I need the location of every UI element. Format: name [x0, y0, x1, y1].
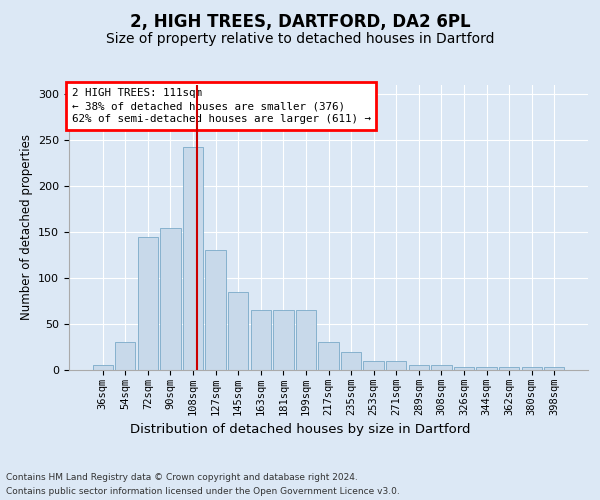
Bar — [521, 367, 542, 370]
Bar — [296, 310, 316, 370]
Bar — [431, 366, 452, 370]
Bar — [409, 366, 429, 370]
Text: Contains public sector information licensed under the Open Government Licence v3: Contains public sector information licen… — [6, 488, 400, 496]
Bar — [499, 367, 519, 370]
Bar — [273, 310, 293, 370]
Bar — [138, 236, 158, 370]
Text: Size of property relative to detached houses in Dartford: Size of property relative to detached ho… — [106, 32, 494, 46]
Bar — [319, 342, 338, 370]
Bar — [386, 361, 406, 370]
Bar — [454, 367, 474, 370]
Bar — [251, 310, 271, 370]
Bar — [364, 361, 384, 370]
Bar — [160, 228, 181, 370]
Bar — [476, 367, 497, 370]
Y-axis label: Number of detached properties: Number of detached properties — [20, 134, 32, 320]
Bar — [115, 342, 136, 370]
Bar — [92, 366, 113, 370]
Text: Contains HM Land Registry data © Crown copyright and database right 2024.: Contains HM Land Registry data © Crown c… — [6, 472, 358, 482]
Bar — [205, 250, 226, 370]
Bar — [544, 367, 565, 370]
Bar — [341, 352, 361, 370]
Text: 2, HIGH TREES, DARTFORD, DA2 6PL: 2, HIGH TREES, DARTFORD, DA2 6PL — [130, 12, 470, 30]
Bar — [183, 146, 203, 370]
Text: Distribution of detached houses by size in Dartford: Distribution of detached houses by size … — [130, 422, 470, 436]
Text: 2 HIGH TREES: 111sqm
← 38% of detached houses are smaller (376)
62% of semi-deta: 2 HIGH TREES: 111sqm ← 38% of detached h… — [71, 88, 371, 124]
Bar — [228, 292, 248, 370]
